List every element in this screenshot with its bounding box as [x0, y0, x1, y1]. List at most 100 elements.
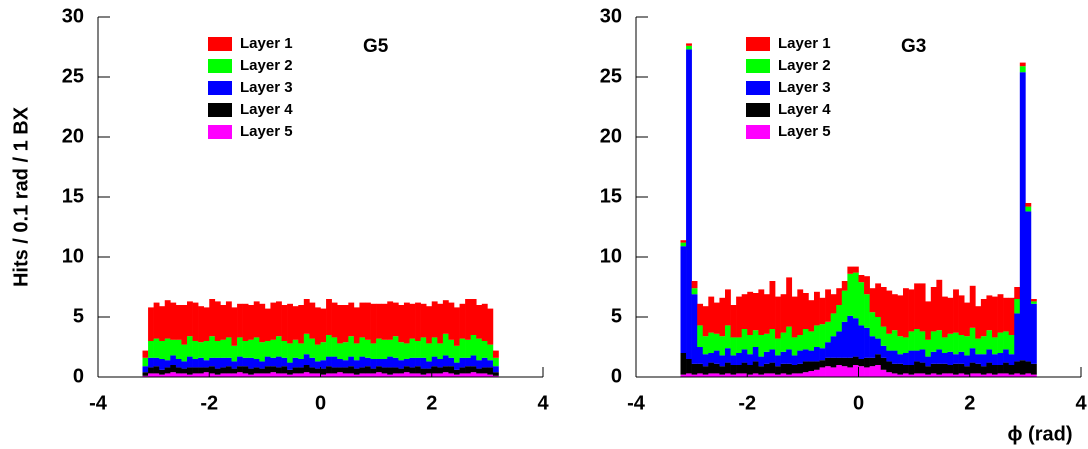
histogram-bar: [869, 288, 876, 313]
histogram-bar: [825, 357, 831, 367]
histogram-bar: [314, 368, 321, 374]
histogram-bar: [908, 374, 915, 377]
histogram-bar: [437, 303, 444, 344]
chart-title: G5: [363, 36, 389, 57]
histogram-bar: [780, 332, 787, 352]
histogram-bar: [925, 356, 932, 367]
histogram-bar: [775, 374, 781, 377]
histogram-bar: [454, 345, 460, 363]
histogram-bar: [365, 339, 371, 358]
x-tick-label: -4: [89, 392, 108, 414]
histogram-bar: [476, 305, 483, 339]
histogram-bar: [763, 363, 770, 374]
histogram-bar: [454, 374, 460, 377]
histogram-bar: [170, 365, 177, 373]
histogram-bar: [1008, 297, 1015, 335]
histogram-bar: [259, 303, 266, 343]
histogram-bar: [181, 368, 188, 374]
histogram-bar: [264, 308, 271, 341]
histogram-bar: [992, 354, 998, 365]
histogram-bar: [187, 356, 193, 368]
histogram-bar: [437, 359, 444, 368]
histogram-bar: [415, 341, 421, 358]
histogram-bar: [225, 337, 232, 358]
histogram-bar: [930, 331, 937, 352]
histogram-bar: [159, 359, 166, 370]
y-tick-label: 25: [62, 65, 84, 87]
histogram-bar: [691, 281, 698, 289]
histogram-bar: [337, 343, 344, 359]
histogram-bar: [337, 305, 344, 344]
histogram-bar: [198, 373, 204, 377]
histogram-bar: [1019, 360, 1026, 375]
histogram-bar: [841, 281, 848, 291]
histogram-bar: [814, 369, 820, 377]
histogram-bar: [409, 373, 416, 377]
histogram-bar: [847, 367, 854, 377]
histogram-bar: [919, 331, 926, 350]
histogram-bar: [897, 374, 904, 377]
histogram-bar: [702, 354, 709, 367]
histogram-bar: [841, 357, 848, 367]
histogram-bar: [736, 365, 742, 374]
histogram-bar: [298, 305, 305, 344]
histogram-bar: [309, 357, 316, 368]
legend-swatch: [208, 103, 232, 117]
histogram-bar: [403, 372, 410, 377]
histogram-bar: [170, 372, 177, 377]
histogram-bar: [930, 287, 937, 332]
histogram-bar: [825, 342, 831, 358]
histogram-bar: [214, 374, 221, 377]
histogram-bar: [181, 305, 188, 345]
histogram-bar: [476, 373, 483, 377]
histogram-bar: [1014, 361, 1021, 374]
histogram-bar: [376, 338, 382, 359]
histogram-bar: [1008, 365, 1015, 375]
histogram-bar: [1019, 66, 1026, 73]
histogram-bar: [242, 341, 249, 358]
histogram-bar: [736, 373, 742, 377]
histogram-bar: [969, 373, 976, 377]
histogram-bar: [454, 362, 460, 370]
histogram-bar: [270, 339, 277, 358]
histogram-bar: [897, 336, 904, 355]
histogram-bar: [287, 362, 293, 370]
histogram-bar: [159, 306, 166, 341]
histogram-bar: [875, 338, 882, 355]
histogram-bar: [142, 350, 149, 358]
histogram-bar: [758, 374, 765, 377]
histogram-bar: [198, 342, 204, 358]
histogram-bar: [459, 303, 466, 339]
histogram-bar: [980, 336, 987, 355]
histogram-bar: [864, 357, 870, 368]
histogram-bar: [303, 333, 310, 355]
legend-swatch: [746, 125, 770, 139]
histogram-bar: [492, 366, 499, 373]
histogram-bar: [953, 374, 959, 377]
histogram-bar: [264, 373, 271, 377]
histogram-bar: [292, 306, 299, 340]
histogram-bar: [465, 339, 471, 358]
histogram-bar: [431, 301, 438, 338]
histogram-bar: [164, 367, 171, 374]
histogram-bar: [914, 283, 920, 329]
histogram-bar: [353, 360, 360, 369]
histogram-bar: [1030, 363, 1037, 375]
histogram-bar: [198, 357, 204, 368]
histogram-bar: [725, 289, 731, 326]
histogram-bar: [220, 305, 227, 340]
histogram-bar: [1003, 297, 1009, 332]
histogram-bar: [225, 357, 232, 367]
histogram-bar: [886, 290, 893, 334]
histogram-bar: [465, 357, 471, 367]
histogram-bar: [819, 367, 826, 377]
histogram-bar: [752, 347, 759, 362]
histogram-panel: 0 5 10 15 20 25 30 -4 -2 0 2 4 Layer 1 Layer 2 Layer 3…: [62, 5, 550, 414]
histogram-bar: [919, 362, 926, 374]
histogram-bar: [175, 305, 182, 340]
histogram-bar: [387, 374, 394, 377]
histogram-bar: [758, 366, 765, 375]
legend-label: Layer 5: [778, 123, 831, 140]
histogram-bar: [1030, 299, 1037, 302]
histogram-bar: [392, 357, 399, 368]
